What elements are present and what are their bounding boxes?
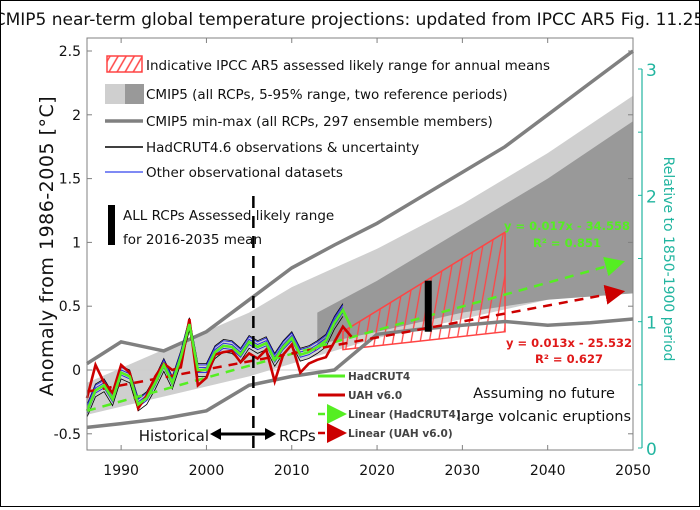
linear-hadcrut4-line (86, 256, 626, 413)
legend-item-assessed-bar: ALL RCPs Assessed likely range for 2016-… (108, 205, 334, 248)
chart-title: CMIP5 near-term global temperature proje… (1, 10, 699, 30)
hadcrut46-uncertainty-1 (86, 303, 344, 405)
y2-tick-label: 0 (646, 440, 657, 460)
arrow-left-head (210, 428, 221, 440)
legend-label-assessed-1: ALL RCPs Assessed likely range (123, 208, 334, 224)
legend-label-linear-uah: Linear (UAH v6.0) (348, 428, 453, 440)
x-tick-label: 2050 (615, 463, 651, 479)
linear-uah-line (86, 284, 626, 393)
legend-top: Indicative IPCC AR5 assessed likely rang… (105, 55, 550, 248)
cmip5-max-line (86, 49, 635, 366)
plot-area (86, 37, 634, 451)
cmip5-light-band (87, 95, 633, 415)
y-tick-label: 1.5 (59, 172, 81, 188)
y2-axis-label: Relative to 1850-1900 period (660, 157, 676, 362)
legend-label-assessed-2: for 2016-2035 mean (123, 232, 262, 248)
legend-item-ipcc: Indicative IPCC AR5 assessed likely rang… (106, 55, 550, 74)
historical-label: Historical (139, 427, 209, 445)
arrow-right-head (265, 428, 276, 440)
legend-item-uah: UAH v6.0 (318, 390, 402, 402)
y-tick-label: 1 (72, 235, 81, 251)
legend-bottom: HadCRUT4 UAH v6.0 Linear (HadCRUT4) Line… (318, 369, 633, 443)
legend-label-uah: UAH v6.0 (348, 390, 402, 402)
y-tick-label: -0.5 (54, 427, 81, 443)
legend-label-cmip5-range: CMIP5 (all RCPs, 5-95% range, two refere… (146, 87, 508, 103)
fit-uah-equation: y = 0.013x - 25.532 (506, 336, 632, 350)
axes-layer: 1990 2000 2010 2020 2030 2040 2050 -0.5 0 0.5 1 1.5… (54, 38, 657, 479)
legend-label-hadcrut4: HadCRUT4 (348, 371, 410, 383)
y-axis-label: Anomaly from 1986-2005 [°C] (36, 96, 58, 396)
legend-label-hadcrut46: HadCRUT4.6 observations & uncertainty (146, 140, 419, 156)
y-tick-label: 0 (72, 363, 81, 379)
fit-uah-r2: R² = 0.627 (535, 352, 603, 366)
legend-label-ipcc: Indicative IPCC AR5 assessed likely rang… (146, 58, 550, 74)
fit-hadcrut4-equation: y = 0.017x - 34.558 (504, 219, 630, 233)
lines-layer (85, 49, 635, 450)
legend-label-cmip5-minmax: CMIP5 min-max (all RCPs, 297 ensemble me… (146, 114, 493, 130)
cmip5-min-line (86, 317, 634, 430)
legend-label-linear-hadcrut4: Linear (HadCRUT4) (348, 409, 461, 421)
y2-tick-label: 2 (646, 187, 657, 207)
x-tick-label: 1990 (103, 463, 139, 479)
y-tick-label: 2 (72, 108, 81, 124)
legend-item-linear-hadcrut4: Linear (HadCRUT4) (318, 404, 461, 424)
legend-swatch-light (105, 84, 125, 104)
y2-tick-label: 3 (646, 61, 657, 81)
x-tick-label: 2040 (530, 463, 566, 479)
x-tick-label: 2000 (189, 463, 225, 479)
legend-item-hadcrut46: HadCRUT4.6 observations & uncertainty (105, 140, 419, 156)
rcps-label: RCPs (279, 427, 316, 445)
cmip5-dark-band (317, 121, 633, 345)
legend-swatch-assessed-bar (108, 205, 115, 245)
volcanic-note-1: Assuming no future (473, 386, 615, 402)
y-tick-label: 2.5 (59, 44, 81, 60)
legend-item-hadcrut4: HadCRUT4 (318, 371, 410, 383)
legend-item-cmip5-range: CMIP5 (all RCPs, 5-95% range, two refere… (105, 84, 508, 104)
x-tick-label: 2010 (274, 463, 310, 479)
fit-hadcrut4-r2: R² = 0.851 (533, 236, 601, 250)
hadcrut4-line (85, 307, 353, 412)
legend-item-other-obs: Other observational datasets (105, 165, 343, 181)
assessed-mean-bar (424, 280, 432, 332)
legend-item-linear-uah: Linear (UAH v6.0) (318, 423, 453, 443)
y2-tick-label: 1 (646, 314, 657, 334)
hadcrut46-uncertainty-0 (86, 316, 344, 418)
legend-swatch-ipcc (106, 55, 143, 73)
x-tick-label: 2020 (359, 463, 395, 479)
legend-item-cmip5-minmax: CMIP5 min-max (all RCPs, 297 ensemble me… (105, 114, 493, 130)
legend-swatch-dark (125, 84, 144, 104)
volcanic-note-2: large volcanic eruptions (457, 409, 631, 425)
y-tick-label: 0.5 (59, 299, 81, 315)
x-tick-label: 2030 (445, 463, 481, 479)
legend-label-other-obs: Other observational datasets (146, 165, 343, 181)
